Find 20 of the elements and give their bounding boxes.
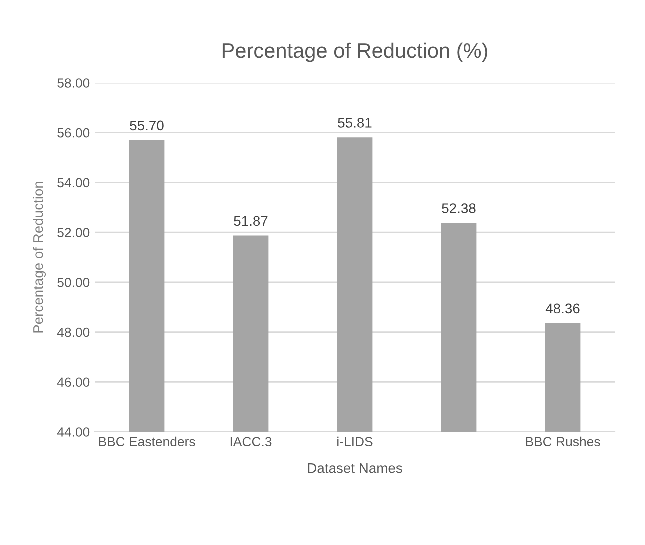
- y-tick-label: 46.00: [57, 378, 90, 388]
- x-tick-label: BBC Rushes: [526, 436, 600, 447]
- data-label: 51.87: [234, 216, 268, 226]
- y-tick-label: 56.00: [58, 128, 90, 138]
- y-tick-label: 50.00: [58, 278, 90, 288]
- chart-title: Percentage of Reduction (%): [222, 42, 488, 62]
- x-tick-label: IACC.3: [230, 437, 272, 447]
- x-tick-label: BBC Eastenders: [99, 436, 196, 447]
- x-tick-label: i-LIDS: [338, 436, 373, 447]
- y-axis-title: Percentage of Reduction: [33, 182, 46, 333]
- data-label: 52.38: [442, 204, 476, 214]
- data-label: 55.70: [130, 120, 164, 131]
- x-axis-title: Dataset Names: [308, 464, 402, 474]
- y-tick-label: 48.00: [57, 328, 90, 338]
- data-label: 48.36: [546, 304, 580, 314]
- data-label: 55.81: [338, 118, 372, 128]
- y-tick-label: 52.00: [58, 228, 90, 238]
- y-tick-label: 44.00: [57, 428, 90, 437]
- y-tick-label: 54.00: [58, 178, 90, 188]
- y-tick-label: 58.00: [58, 78, 90, 88]
